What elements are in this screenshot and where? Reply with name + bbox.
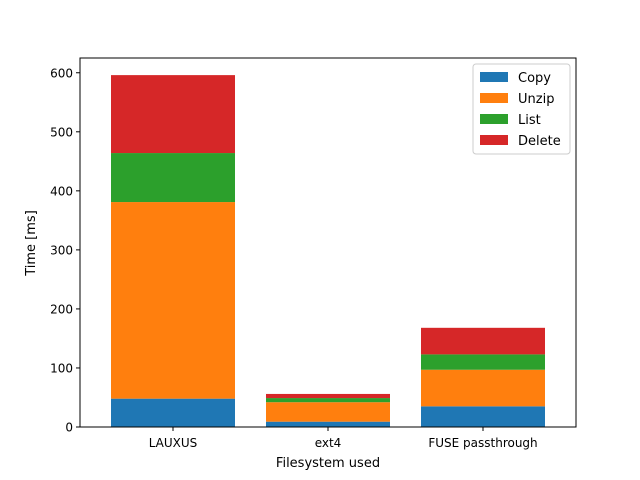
- axes: 0 100 200 300 400 500 600 LAUXUS ext4 FUSE passth…: [50, 57, 577, 450]
- legend-swatch-delete: [480, 135, 508, 145]
- legend-label-list: List: [518, 113, 541, 128]
- bar-segment-unzip-lauxus: [111, 202, 235, 399]
- legend-box: [472, 63, 571, 155]
- legend: Copy Unzip List Delete: [472, 63, 571, 155]
- bar-segment-list-fuse-passthrough: [421, 354, 545, 370]
- bar-segment-delete-lauxus: [111, 75, 235, 154]
- x-tick-label: LAUXUS: [149, 436, 198, 450]
- y-tick-label: 400: [50, 184, 73, 198]
- bar-segment-delete-ext4: [266, 393, 390, 399]
- bar-segment-list-ext4: [266, 398, 390, 403]
- bar-segment-copy-ext4: [266, 421, 390, 427]
- bar-segment-delete-fuse-passthrough: [421, 327, 545, 355]
- bar-segment-copy-lauxus: [111, 398, 235, 427]
- legend-label-copy: Copy: [518, 71, 551, 86]
- legend-swatch-copy: [480, 72, 508, 82]
- y-tick-label: 500: [50, 125, 73, 139]
- x-tick-label: FUSE passthrough: [428, 436, 537, 450]
- legend-label-unzip: Unzip: [518, 92, 554, 107]
- x-tick-label: ext4: [315, 436, 342, 450]
- legend-label-delete: Delete: [518, 134, 561, 149]
- bar-segment-copy-fuse-passthrough: [421, 406, 545, 427]
- y-tick-label: 300: [50, 243, 73, 257]
- legend-swatch-unzip: [480, 93, 508, 103]
- bar-segment-list-lauxus: [111, 153, 235, 203]
- bar-segment-unzip-ext4: [266, 402, 390, 422]
- y-tick-label: 200: [50, 302, 73, 316]
- bars: [111, 75, 545, 427]
- y-tick-label: 0: [65, 421, 73, 435]
- y-tick-label: 600: [50, 66, 73, 80]
- y-axis-label: Time [ms]: [24, 210, 39, 277]
- x-axis-label: Filesystem used: [276, 456, 380, 471]
- y-tick-label: 100: [50, 361, 73, 375]
- bar-segment-unzip-fuse-passthrough: [421, 369, 545, 407]
- legend-swatch-list: [480, 114, 508, 124]
